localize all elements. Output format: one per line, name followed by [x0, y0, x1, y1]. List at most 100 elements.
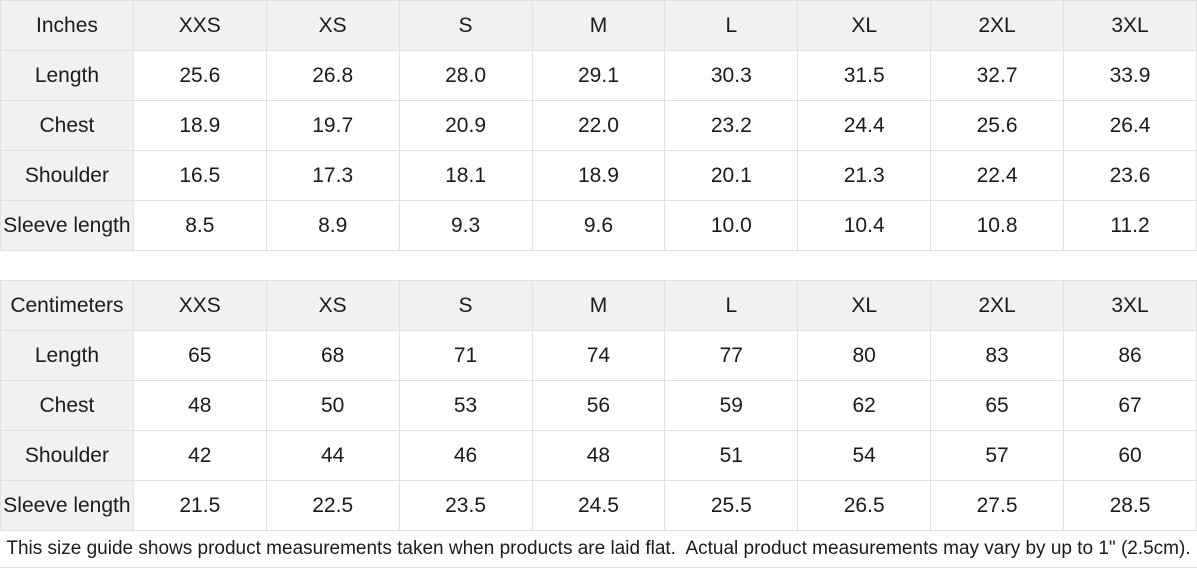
measurement-cell: 19.7: [265, 100, 400, 151]
measurement-cell: 27.5: [930, 480, 1064, 531]
measurement-cell: 80: [797, 330, 932, 381]
measurement-cell: 51: [664, 430, 799, 481]
size-column-header: 3XL: [1063, 0, 1197, 51]
size-column-header: XL: [797, 280, 932, 331]
measurement-cell: 16.5: [132, 150, 267, 201]
size-table-inches: Inches XXS XS S M L XL 2XL 3XL Length 25.6 26.8 28.0…: [0, 0, 1197, 251]
table-row: Shoulder 42 44 46 48 51 54 57 60: [0, 430, 1197, 481]
measurement-cell: 74: [531, 330, 666, 381]
measurement-cell: 9.6: [531, 200, 666, 251]
measurement-cell: 50: [265, 380, 400, 431]
size-guide-note: This size guide shows product measuremen…: [0, 531, 1197, 568]
size-column-header: XS: [265, 280, 400, 331]
measurement-cell: 24.4: [797, 100, 932, 151]
measurement-cell: 46: [398, 430, 533, 481]
measurement-cell: 23.2: [664, 100, 799, 151]
measurement-cell: 25.5: [664, 480, 799, 531]
size-column-header: L: [664, 0, 799, 51]
measurement-cell: 53: [398, 380, 533, 431]
measurement-cell: 59: [664, 380, 799, 431]
size-column-header: M: [531, 280, 666, 331]
measurement-cell: 29.1: [531, 50, 666, 101]
measurement-cell: 18.9: [132, 100, 267, 151]
measurement-cell: 57: [930, 430, 1064, 481]
measurement-cell: 54: [797, 430, 932, 481]
measurement-cell: 22.5: [265, 480, 400, 531]
size-column-header: 2XL: [930, 0, 1064, 51]
size-column-header: L: [664, 280, 799, 331]
header-row: Inches XXS XS S M L XL 2XL 3XL: [0, 0, 1197, 51]
measurement-cell: 26.5: [797, 480, 932, 531]
measurement-cell: 21.5: [132, 480, 267, 531]
size-column-header: XXS: [132, 0, 267, 51]
size-column-header: S: [398, 0, 533, 51]
table-row: Sleeve length 21.5 22.5 23.5 24.5 25.5 26.5 27.…: [0, 480, 1197, 531]
measurement-cell: 83: [930, 330, 1064, 381]
measurement-cell: 48: [132, 380, 267, 431]
measurement-cell: 22.4: [930, 150, 1064, 201]
header-row: Centimeters XXS XS S M L XL 2XL 3XL: [0, 280, 1197, 331]
measurement-cell: 25.6: [930, 100, 1064, 151]
measurement-cell: 62: [797, 380, 932, 431]
size-column-header: 3XL: [1063, 280, 1197, 331]
table-row: Chest 18.9 19.7 20.9 22.0 23.2 24.4 25.6 26.4: [0, 100, 1197, 151]
measurement-cell: 23.6: [1063, 150, 1197, 201]
table-row: Length 25.6 26.8 28.0 29.1 30.3 31.5 32.7 33.9: [0, 50, 1197, 101]
measurement-row-label: Shoulder: [0, 430, 134, 481]
measurement-cell: 68: [265, 330, 400, 381]
measurement-cell: 44: [265, 430, 400, 481]
measurement-cell: 65: [132, 330, 267, 381]
measurement-cell: 11.2: [1063, 200, 1197, 251]
table-row: Length 65 68 71 74 77 80 83 86: [0, 330, 1197, 381]
measurement-row-label: Length: [0, 50, 134, 101]
measurement-cell: 31.5: [797, 50, 932, 101]
measurement-cell: 10.4: [797, 200, 932, 251]
measurement-cell: 71: [398, 330, 533, 381]
measurement-cell: 32.7: [930, 50, 1064, 101]
measurement-cell: 25.6: [132, 50, 267, 101]
table-row: Shoulder 16.5 17.3 18.1 18.9 20.1 21.3 22.4 23.6: [0, 150, 1197, 201]
measurement-cell: 26.8: [265, 50, 400, 101]
measurement-row-label: Sleeve length: [0, 200, 134, 251]
table-gap: [0, 251, 1197, 280]
measurement-cell: 30.3: [664, 50, 799, 101]
measurement-row-label: Shoulder: [0, 150, 134, 201]
size-column-header: XXS: [132, 280, 267, 331]
measurement-cell: 23.5: [398, 480, 533, 531]
measurement-row-label: Chest: [0, 100, 134, 151]
measurement-cell: 17.3: [265, 150, 400, 201]
unit-header-cell: Centimeters: [0, 280, 134, 331]
measurement-cell: 9.3: [398, 200, 533, 251]
measurement-cell: 86: [1063, 330, 1197, 381]
table-row: Sleeve length 8.5 8.9 9.3 9.6 10.0 10.4 10.8 11.…: [0, 200, 1197, 251]
size-column-header: XS: [265, 0, 400, 51]
measurement-cell: 26.4: [1063, 100, 1197, 151]
measurement-cell: 48: [531, 430, 666, 481]
measurement-cell: 24.5: [531, 480, 666, 531]
measurement-cell: 8.5: [132, 200, 267, 251]
measurement-cell: 65: [930, 380, 1064, 431]
size-column-header: XL: [797, 0, 932, 51]
measurement-cell: 60: [1063, 430, 1197, 481]
table-row: Chest 48 50 53 56 59 62 65 67: [0, 380, 1197, 431]
unit-header-cell: Inches: [0, 0, 134, 51]
measurement-row-label: Chest: [0, 380, 134, 431]
measurement-cell: 20.9: [398, 100, 533, 151]
size-column-header: 2XL: [930, 280, 1064, 331]
measurement-cell: 67: [1063, 380, 1197, 431]
measurement-cell: 56: [531, 380, 666, 431]
measurement-cell: 77: [664, 330, 799, 381]
measurement-cell: 10.0: [664, 200, 799, 251]
measurement-cell: 20.1: [664, 150, 799, 201]
size-table-centimeters: Centimeters XXS XS S M L XL 2XL 3XL Length 65 68 71 7…: [0, 280, 1197, 531]
measurement-row-label: Length: [0, 330, 134, 381]
size-column-header: S: [398, 280, 533, 331]
measurement-cell: 42: [132, 430, 267, 481]
measurement-cell: 18.9: [531, 150, 666, 201]
measurement-row-label: Sleeve length: [0, 480, 134, 531]
size-column-header: M: [531, 0, 666, 51]
measurement-cell: 18.1: [398, 150, 533, 201]
measurement-cell: 33.9: [1063, 50, 1197, 101]
measurement-cell: 21.3: [797, 150, 932, 201]
